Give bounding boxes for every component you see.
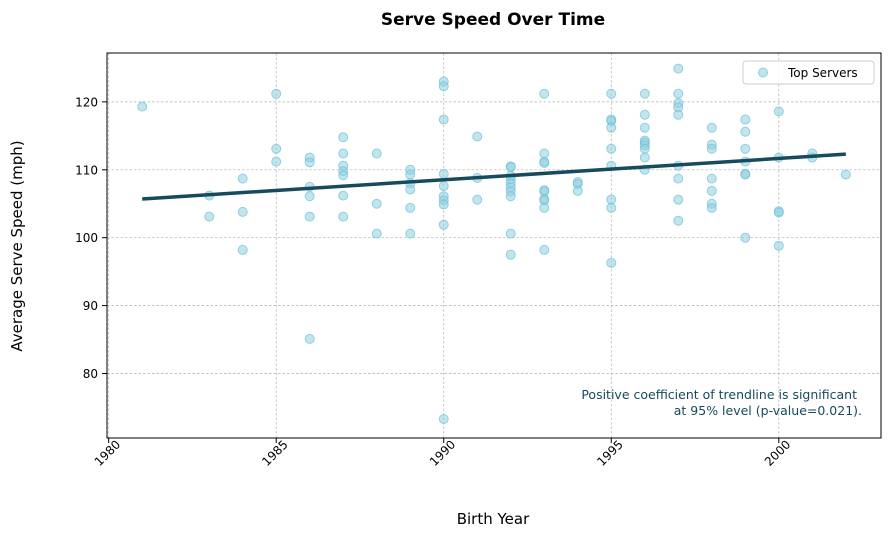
- data-point: [740, 169, 751, 180]
- data-point: [606, 257, 617, 268]
- x-tick-label: 1990: [427, 437, 458, 468]
- data-points: [137, 63, 851, 424]
- data-point: [137, 101, 148, 112]
- data-point: [606, 122, 617, 133]
- x-axis-label: Birth Year: [457, 510, 530, 528]
- data-point: [539, 88, 550, 99]
- y-tick-label: 80: [83, 367, 98, 381]
- data-point: [673, 88, 684, 99]
- data-point: [405, 169, 416, 180]
- data-point: [606, 143, 617, 154]
- data-point: [237, 206, 248, 217]
- data-point: [673, 215, 684, 226]
- y-tick-label: 90: [83, 299, 98, 313]
- data-point: [405, 184, 416, 195]
- data-point: [539, 202, 550, 213]
- data-point: [673, 63, 684, 74]
- y-tick-label: 120: [75, 95, 98, 109]
- data-point: [505, 249, 516, 260]
- data-point: [338, 132, 349, 143]
- data-point: [673, 109, 684, 120]
- data-point: [338, 170, 349, 181]
- data-point: [405, 202, 416, 213]
- data-point: [338, 148, 349, 159]
- data-point: [539, 158, 550, 168]
- x-tick-label: 1985: [259, 437, 290, 468]
- y-tick-label: 100: [75, 231, 98, 245]
- data-point: [706, 185, 717, 196]
- y-tick-label: 110: [75, 163, 98, 177]
- legend-marker: [758, 67, 768, 78]
- data-point: [740, 232, 751, 243]
- data-point: [438, 199, 449, 210]
- data-point: [673, 173, 684, 184]
- data-point: [773, 106, 784, 117]
- y-axis-label: Average Serve Speed (mph): [8, 140, 26, 351]
- data-point: [706, 122, 717, 133]
- data-point: [639, 152, 650, 163]
- annotation-line-2: at 95% level (p-value=0.021).: [674, 403, 862, 418]
- data-point: [438, 114, 449, 125]
- data-point: [706, 202, 717, 213]
- data-point: [438, 219, 449, 230]
- grid: [107, 53, 881, 438]
- chart-title: Serve Speed Over Time: [381, 10, 605, 30]
- data-point: [706, 143, 717, 154]
- data-point: [271, 156, 282, 167]
- data-point: [505, 228, 516, 239]
- data-point: [639, 122, 650, 133]
- x-axis: 1980 1985 1990 1995 2000: [92, 437, 794, 468]
- data-point: [438, 168, 449, 179]
- data-point: [472, 194, 483, 205]
- data-point: [673, 194, 684, 205]
- data-point: [773, 207, 784, 218]
- data-point: [438, 81, 449, 92]
- annotation-line-1: Positive coefficient of trendline is sig…: [581, 387, 857, 402]
- data-point: [472, 131, 483, 142]
- data-point: [405, 228, 416, 239]
- data-point: [505, 162, 516, 173]
- data-point: [740, 126, 751, 137]
- plot-frame: [106, 52, 882, 439]
- legend-box: [742, 60, 875, 85]
- data-point: [539, 244, 550, 255]
- data-point: [237, 244, 248, 255]
- data-point: [338, 211, 349, 222]
- data-point: [371, 198, 382, 209]
- data-point: [438, 181, 449, 192]
- data-point: [606, 88, 617, 99]
- data-point: [740, 143, 751, 154]
- legend-label: Top Servers: [787, 66, 858, 80]
- data-point: [773, 240, 784, 251]
- y-axis: 80 90 100 110 120: [75, 95, 107, 381]
- data-point: [271, 143, 282, 154]
- data-point: [606, 202, 617, 213]
- data-point: [371, 228, 382, 239]
- data-point: [438, 413, 449, 424]
- data-point: [338, 190, 349, 201]
- trendline: [142, 152, 846, 201]
- data-point: [304, 191, 315, 202]
- data-point: [304, 333, 315, 344]
- data-point: [237, 173, 248, 184]
- data-point: [204, 211, 215, 222]
- data-point: [639, 88, 650, 99]
- data-point: [840, 169, 851, 180]
- x-tick-label: 2000: [762, 437, 793, 468]
- data-point: [271, 88, 282, 99]
- data-point: [706, 173, 717, 184]
- data-point: [505, 191, 516, 202]
- data-point: [304, 211, 315, 222]
- data-point: [740, 114, 751, 125]
- x-tick-label: 1995: [594, 437, 625, 468]
- data-point: [639, 143, 650, 154]
- data-point: [371, 148, 382, 159]
- data-point: [304, 157, 315, 168]
- data-point: [572, 185, 583, 196]
- x-tick-label: 1980: [92, 437, 123, 468]
- data-point: [639, 109, 650, 120]
- legend: Top Servers: [742, 60, 875, 85]
